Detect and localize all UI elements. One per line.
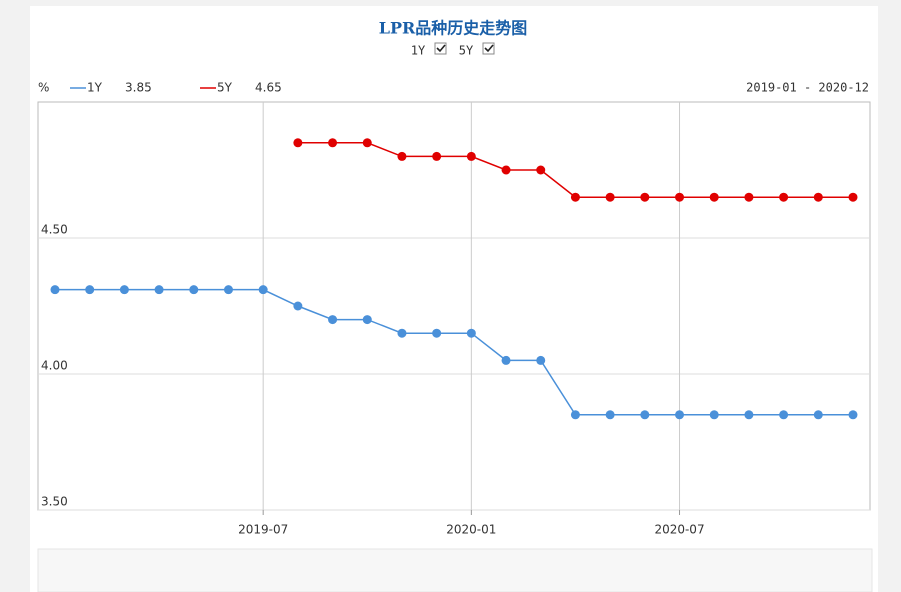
data-point xyxy=(189,285,199,295)
series-line xyxy=(55,288,853,416)
data-point xyxy=(293,301,303,311)
data-point xyxy=(779,192,789,202)
data-point xyxy=(640,192,650,202)
data-point xyxy=(675,192,685,202)
data-point xyxy=(432,151,442,161)
data-point xyxy=(397,151,407,161)
data-point xyxy=(501,355,511,365)
data-point xyxy=(640,410,650,420)
data-point xyxy=(258,285,268,295)
data-point xyxy=(605,192,615,202)
data-point xyxy=(813,410,823,420)
data-point xyxy=(813,192,823,202)
data-point xyxy=(536,165,546,175)
data-point xyxy=(848,410,858,420)
data-point xyxy=(85,285,95,295)
data-point xyxy=(779,410,789,420)
data-point xyxy=(466,328,476,338)
chart-title: LPR品种历史走势图 xyxy=(379,19,528,38)
data-point xyxy=(744,410,754,420)
legend-label: 5Y xyxy=(217,81,233,95)
x-tick-label: 2019-07 xyxy=(238,523,288,537)
toggle-label: 5Y xyxy=(459,44,474,58)
data-point xyxy=(501,165,511,175)
data-point xyxy=(50,285,60,295)
toggle-checkbox[interactable] xyxy=(434,42,447,55)
data-point xyxy=(466,151,476,161)
data-point xyxy=(605,410,615,420)
data-point xyxy=(293,138,303,148)
data-point xyxy=(536,355,546,365)
data-point xyxy=(362,138,372,148)
date-range: 2019-01 - 2020-12 xyxy=(746,81,869,95)
data-point xyxy=(675,410,685,420)
y-tick-label: 3.50 xyxy=(41,495,68,509)
navigator[interactable] xyxy=(37,548,873,592)
data-point xyxy=(744,192,754,202)
data-point xyxy=(709,410,719,420)
legend-value: 4.65 xyxy=(255,81,282,95)
data-point xyxy=(848,192,858,202)
data-point xyxy=(709,192,719,202)
data-point xyxy=(328,138,338,148)
data-point xyxy=(432,328,442,338)
y-tick-label: 4.50 xyxy=(41,223,68,237)
data-point xyxy=(223,285,233,295)
data-point xyxy=(362,315,372,325)
y-tick-label: 4.00 xyxy=(41,359,68,373)
toggle-checkbox[interactable] xyxy=(482,42,495,55)
data-point xyxy=(328,315,338,325)
panel xyxy=(30,6,878,592)
data-point xyxy=(154,285,164,295)
data-point xyxy=(570,410,580,420)
legend-value: 3.85 xyxy=(125,81,152,95)
data-point xyxy=(119,285,129,295)
x-tick-label: 2020-07 xyxy=(654,523,704,537)
data-point xyxy=(397,328,407,338)
y-unit: % xyxy=(38,81,49,95)
legend-label: 1Y xyxy=(87,81,103,95)
toggle-label: 1Y xyxy=(411,44,426,58)
x-tick-label: 2020-01 xyxy=(446,523,496,537)
data-point xyxy=(570,192,580,202)
